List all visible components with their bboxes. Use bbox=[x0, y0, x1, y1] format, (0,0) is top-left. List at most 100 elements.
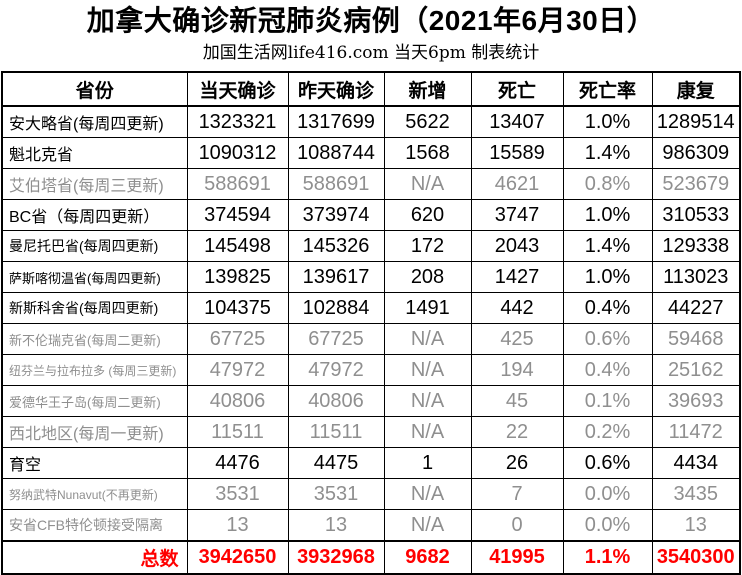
cell-today: 104375 bbox=[186, 292, 289, 324]
cell-yesterday: 145326 bbox=[287, 230, 385, 262]
cell-deaths: 3747 bbox=[470, 199, 564, 231]
cell-new: N/A bbox=[383, 385, 472, 417]
cell-death-rate: 0.0% bbox=[562, 478, 653, 510]
cell-deaths: 0 bbox=[470, 509, 564, 542]
cell-yesterday: 13 bbox=[287, 509, 385, 542]
cell-yesterday: 47972 bbox=[287, 354, 385, 386]
cell-yesterday: 3531 bbox=[287, 478, 385, 510]
cell-new: N/A bbox=[383, 323, 472, 355]
cell-death-rate: 0.6% bbox=[562, 447, 653, 479]
cell-yesterday: 139617 bbox=[287, 261, 385, 293]
cell-recovered: 13 bbox=[651, 509, 741, 542]
cell-recovered: 39693 bbox=[651, 385, 741, 417]
header-cell-yesterday: 昨天确诊 bbox=[287, 71, 385, 107]
cell-death-rate: 0.8% bbox=[562, 168, 653, 200]
cell-new: 208 bbox=[383, 261, 472, 293]
cell-deaths: 13407 bbox=[470, 105, 564, 138]
cell-yesterday: 1317699 bbox=[287, 105, 385, 138]
cell-deaths: 2043 bbox=[470, 230, 564, 262]
cell-recovered: 25162 bbox=[651, 354, 741, 386]
table-row: 安大略省(每周四更新) 1323321 1317699 5622 13407 1.0% 12… bbox=[1, 105, 741, 138]
cell-new: N/A bbox=[383, 478, 472, 510]
cell-today: 145498 bbox=[186, 230, 289, 262]
cell-deaths: 4621 bbox=[470, 168, 564, 200]
table-row: 艾伯塔省(每周三更新) 588691 588691 N/A 4621 0.8% 523679 bbox=[1, 168, 741, 200]
cell-recovered: 3435 bbox=[651, 478, 741, 510]
cell-deaths: 425 bbox=[470, 323, 564, 355]
covid-stats-page: 加拿大确诊新冠肺炎病例（2021年6月30日） 加国生活网life416.com… bbox=[0, 4, 742, 575]
cell-death-rate: 1.0% bbox=[562, 199, 653, 231]
cell-new: N/A bbox=[383, 354, 472, 386]
page-title: 加拿大确诊新冠肺炎病例（2021年6月30日） bbox=[86, 5, 656, 36]
table-row: BC省（每周四更新） 374594 373974 620 3747 1.0% 310533 bbox=[1, 199, 741, 231]
cell-yesterday: 102884 bbox=[287, 292, 385, 324]
cell-death-rate: 0.0% bbox=[562, 509, 653, 542]
cell-yesterday: 4475 bbox=[287, 447, 385, 479]
covid-cases-table: 省份 当天确诊 昨天确诊 新增 死亡 死亡率 康复 安大略省(每周四更新) 132… bbox=[1, 71, 741, 575]
page-subtitle: 加国生活网life416.com 当天6pm 制表统计 bbox=[202, 43, 540, 63]
table-header-row: 省份 当天确诊 昨天确诊 新增 死亡 死亡率 康复 bbox=[1, 71, 741, 107]
cell-death-rate: 0.1% bbox=[562, 385, 653, 417]
table-row: 西北地区(每周一更新) 11511 11511 N/A 22 0.2% 11472 bbox=[1, 416, 741, 448]
cell-yesterday: 373974 bbox=[287, 199, 385, 231]
table-row: 萨斯喀彻温省(每周四更新) 139825 139617 208 1427 1.0% 1130… bbox=[1, 261, 741, 293]
cell-new: N/A bbox=[383, 168, 472, 200]
cell-new: 620 bbox=[383, 199, 472, 231]
header-cell-deaths: 死亡 bbox=[470, 71, 564, 107]
cell-province: BC省（每周四更新） bbox=[1, 199, 188, 231]
cell-province: 安大略省(每周四更新) bbox=[1, 105, 188, 138]
total-cell-recovered: 3540300 bbox=[651, 540, 741, 575]
cell-today: 67725 bbox=[186, 323, 289, 355]
cell-today: 374594 bbox=[186, 199, 289, 231]
header-cell-new: 新增 bbox=[383, 71, 472, 107]
cell-province: 爱德华王子岛(每周二更新) bbox=[1, 385, 188, 417]
cell-death-rate: 1.0% bbox=[562, 261, 653, 293]
total-cell-deaths: 41995 bbox=[470, 540, 564, 575]
cell-province: 曼尼托巴省(每周四更新) bbox=[1, 230, 188, 262]
cell-new: 5622 bbox=[383, 105, 472, 138]
cell-today: 13 bbox=[186, 509, 289, 542]
cell-death-rate: 1.0% bbox=[562, 105, 653, 138]
cell-province: 艾伯塔省(每周三更新) bbox=[1, 168, 188, 200]
cell-deaths: 194 bbox=[470, 354, 564, 386]
table-row: 安省CFB特伦顿接受隔离 13 13 N/A 0 0.0% 13 bbox=[1, 509, 741, 542]
cell-recovered: 129338 bbox=[651, 230, 741, 262]
cell-deaths: 26 bbox=[470, 447, 564, 479]
cell-province: 魁北克省 bbox=[1, 137, 188, 169]
cell-deaths: 22 bbox=[470, 416, 564, 448]
cell-new: 1 bbox=[383, 447, 472, 479]
table-row: 曼尼托巴省(每周四更新) 145498 145326 172 2043 1.4% 12933… bbox=[1, 230, 741, 262]
total-cell-new: 9682 bbox=[383, 540, 472, 575]
cell-province: 安省CFB特伦顿接受隔离 bbox=[1, 509, 188, 542]
cell-new: 1491 bbox=[383, 292, 472, 324]
total-cell-today: 3942650 bbox=[186, 540, 289, 575]
cell-deaths: 15589 bbox=[470, 137, 564, 169]
cell-death-rate: 0.4% bbox=[562, 354, 653, 386]
cell-today: 139825 bbox=[186, 261, 289, 293]
cell-province: 新不伦瑞克省(每周二更新) bbox=[1, 323, 188, 355]
cell-province: 努纳武特Nunavut(不再更新) bbox=[1, 478, 188, 510]
cell-recovered: 4434 bbox=[651, 447, 741, 479]
cell-recovered: 986309 bbox=[651, 137, 741, 169]
table-row: 育空 4476 4475 1 26 0.6% 4434 bbox=[1, 447, 741, 479]
cell-death-rate: 0.4% bbox=[562, 292, 653, 324]
table-body: 安大略省(每周四更新) 1323321 1317699 5622 13407 1.0% 12… bbox=[1, 105, 741, 542]
cell-death-rate: 1.4% bbox=[562, 137, 653, 169]
table-row: 新斯科舍省(每周四更新) 104375 102884 1491 442 0.4% 44227 bbox=[1, 292, 741, 324]
total-cell-yesterday: 3932968 bbox=[287, 540, 385, 575]
cell-today: 11511 bbox=[186, 416, 289, 448]
cell-province: 新斯科舍省(每周四更新) bbox=[1, 292, 188, 324]
cell-recovered: 310533 bbox=[651, 199, 741, 231]
cell-recovered: 113023 bbox=[651, 261, 741, 293]
cell-yesterday: 67725 bbox=[287, 323, 385, 355]
header-cell-province: 省份 bbox=[1, 71, 188, 107]
cell-today: 3531 bbox=[186, 478, 289, 510]
cell-deaths: 7 bbox=[470, 478, 564, 510]
table-row: 新不伦瑞克省(每周二更新) 67725 67725 N/A 425 0.6% 59468 bbox=[1, 323, 741, 355]
cell-new: 1568 bbox=[383, 137, 472, 169]
cell-province: 育空 bbox=[1, 447, 188, 479]
total-row: 总数 3942650 3932968 9682 41995 1.1% 35403… bbox=[1, 540, 741, 575]
cell-province: 西北地区(每周一更新) bbox=[1, 416, 188, 448]
cell-today: 1090312 bbox=[186, 137, 289, 169]
cell-today: 1323321 bbox=[186, 105, 289, 138]
